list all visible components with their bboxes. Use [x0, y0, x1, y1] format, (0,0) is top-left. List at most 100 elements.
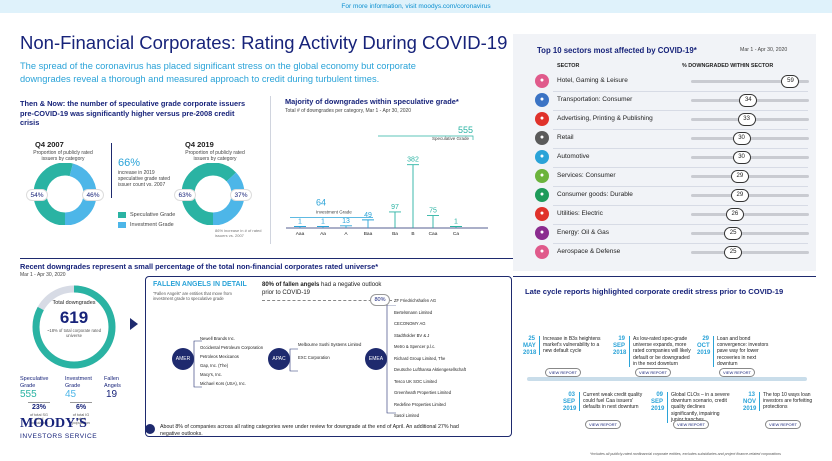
sectors-panel [513, 34, 816, 271]
page-subtitle: The spread of the coronavirus has placed… [20, 61, 416, 84]
q2019-label: Q4 2019 [185, 140, 214, 149]
sector-name: Advertising, Printing & Publishing [557, 115, 653, 122]
bar-ca [450, 226, 462, 228]
view-report-button[interactable]: VIEW REPORT [545, 368, 581, 377]
timeline-bar [527, 377, 807, 381]
fallen-angel-company: Tesco UK SOC Limited [394, 378, 437, 384]
sector-value-knob: 26 [725, 208, 744, 221]
sector-value-knob: 25 [724, 227, 743, 240]
sector-value-knob: 34 [739, 94, 758, 107]
q2007-desc: Proportion of publicly rated issuers by … [33, 150, 93, 162]
bar-value-baa: 49 [364, 212, 372, 219]
sectors-col-sector: SECTOR [557, 63, 580, 69]
region-emea: EMEA [365, 348, 387, 370]
bottom-footnote: *Includes all publicly-rated nonfinancia… [590, 452, 781, 456]
sectors-col-pct: % DOWNGRADED WITHIN SECTOR [682, 63, 774, 69]
legend-inv: Investment Grade [130, 222, 174, 228]
sector-name: Retail [557, 134, 574, 141]
downgrades-chart-title: Majority of downgrades within speculativ… [285, 97, 459, 106]
total-downgrades-value: 619 [59, 308, 89, 327]
fallen-angel-company: Gap, Inc. (The) [200, 363, 229, 368]
sector-row: ● Aerospace & Defense 25 [521, 245, 811, 261]
bar-value-aaa: 1 [298, 219, 302, 226]
recent-heading: Recent downgrades represent a small perc… [20, 262, 379, 271]
sector-value-knob: 30 [732, 151, 751, 164]
q2019-note: 86% increase in # of rated issuers vs. 2… [215, 228, 262, 238]
view-report-button[interactable]: VIEW REPORT [765, 420, 801, 429]
sector-name: Automotive [557, 153, 590, 160]
tick-ca: Ca [453, 231, 459, 237]
recent-date: Mar 1 - Apr 30, 2020 [20, 272, 66, 278]
timeline-date: 09 SEP 2019 [651, 392, 665, 412]
fallen-angel-company: Richard Group Limited, The [394, 355, 446, 361]
bar-caa [427, 215, 439, 228]
timeline-date: 13 NOV 2019 [743, 392, 757, 412]
legend-spec: Speculative Grade [130, 212, 176, 218]
top-link-banner[interactable]: For more information, visit moodys.com/c… [0, 0, 832, 13]
sector-value-knob: 25 [724, 246, 743, 259]
sector-bar-track: 25 [691, 227, 809, 240]
recent-inv-value: 45 [65, 389, 77, 400]
bar-value-ca: 1 [454, 219, 458, 226]
info-icon [145, 424, 155, 434]
increase-pct: 66% [118, 157, 141, 169]
view-report-button[interactable]: VIEW REPORT [719, 368, 755, 377]
timeline-text: Current weak credit quality could fuel C… [579, 392, 643, 411]
sector-value-knob: 33 [737, 113, 756, 126]
timeline: 25 MAY 2018 Increase in B3s heightens mar… [513, 300, 818, 450]
q2007-inv-pct: 46% [82, 189, 104, 201]
recent-footnote: About 8% of companies across all rating … [160, 424, 459, 437]
plane-icon: ● [535, 93, 549, 107]
sector-value-knob: 29 [730, 189, 749, 202]
bar-a [340, 225, 352, 228]
sector-name: Utilities: Electric [557, 210, 603, 217]
sector-name: Energy: Oil & Gas [557, 229, 610, 236]
bar-b [407, 164, 419, 228]
recent-spec-label: Speculative Grade [20, 376, 49, 389]
sectors-date: Mar 1 - Apr 30, 2020 [740, 47, 788, 53]
increase-text: increase in 2019 speculative grade rated… [118, 170, 170, 188]
sector-row: ● Automotive 30 [521, 150, 811, 166]
view-report-button[interactable]: VIEW REPORT [635, 368, 671, 377]
fallen-angels-title: FALLEN ANGELS IN DETAIL [153, 281, 247, 288]
recent-fa-label: Fallen Angels [104, 376, 121, 389]
view-report-button[interactable]: VIEW REPORT [673, 420, 709, 429]
fallen-angels-box [145, 276, 512, 437]
bar-value-a: 13 [342, 218, 350, 225]
bar-value-aa: 1 [321, 219, 325, 226]
sector-row: ● Advertising, Printing & Publishing 33 [521, 112, 811, 128]
timeline-date: 29 OCT 2019 [697, 336, 711, 356]
sector-bar-track: 34 [691, 94, 809, 107]
fallen-outlook-text: 80% of fallen angels had a negative outl… [262, 282, 382, 296]
late-cycle-title: Late cycle reports highlighted corporate… [525, 287, 784, 296]
sector-row: ● Hotel, Gaming & Leisure 59 [521, 74, 811, 90]
fallen-angel-company: Sasol Limited [394, 413, 420, 418]
fallen-angel-company: Macy's, Inc. [200, 372, 222, 377]
timeline-text: Increase in B3s heightens market's vulne… [539, 336, 603, 355]
sg-total-label: Speculative Grade [432, 136, 470, 141]
total-downgrades-ring [32, 285, 116, 369]
sector-bar-track: 33 [691, 113, 809, 126]
tick-b: B [411, 231, 414, 237]
timeline-text: The top 10 ways loan investors are forfe… [759, 392, 823, 411]
fallen-angel-company: Redefine Properties Limited [394, 401, 446, 407]
fallen-angel-company: Petroleos Mexicanos [200, 354, 239, 359]
sector-value-knob: 59 [781, 75, 800, 88]
bar-baa [362, 219, 374, 228]
timeline-date: 25 MAY 2018 [523, 336, 537, 356]
recent-spec-pct-note: of total SG rated population [30, 413, 48, 425]
page-title: Non-Financial Corporates: Rating Activit… [20, 32, 508, 53]
timeline-text: As low-rated spec-grade universe expands… [629, 336, 693, 368]
car-icon: ● [535, 150, 549, 164]
tick-a: A [344, 231, 348, 237]
fallen-outlook-badge: 80% [370, 294, 390, 306]
bar-aaa [294, 226, 306, 228]
sector-row: ● Services: Consumer 29 [521, 169, 811, 185]
recent-inv-pct: 6% [70, 402, 92, 411]
sector-row: ● Utilities: Electric 26 [521, 207, 811, 223]
q2007-spec-pct: 54% [26, 189, 48, 201]
ig-total: 64 [316, 197, 326, 207]
fallen-angel-company: Metro & Spencer p.l.c. [394, 344, 436, 349]
view-report-button[interactable]: VIEW REPORT [585, 420, 621, 429]
sector-name: Services: Consumer [557, 172, 616, 179]
